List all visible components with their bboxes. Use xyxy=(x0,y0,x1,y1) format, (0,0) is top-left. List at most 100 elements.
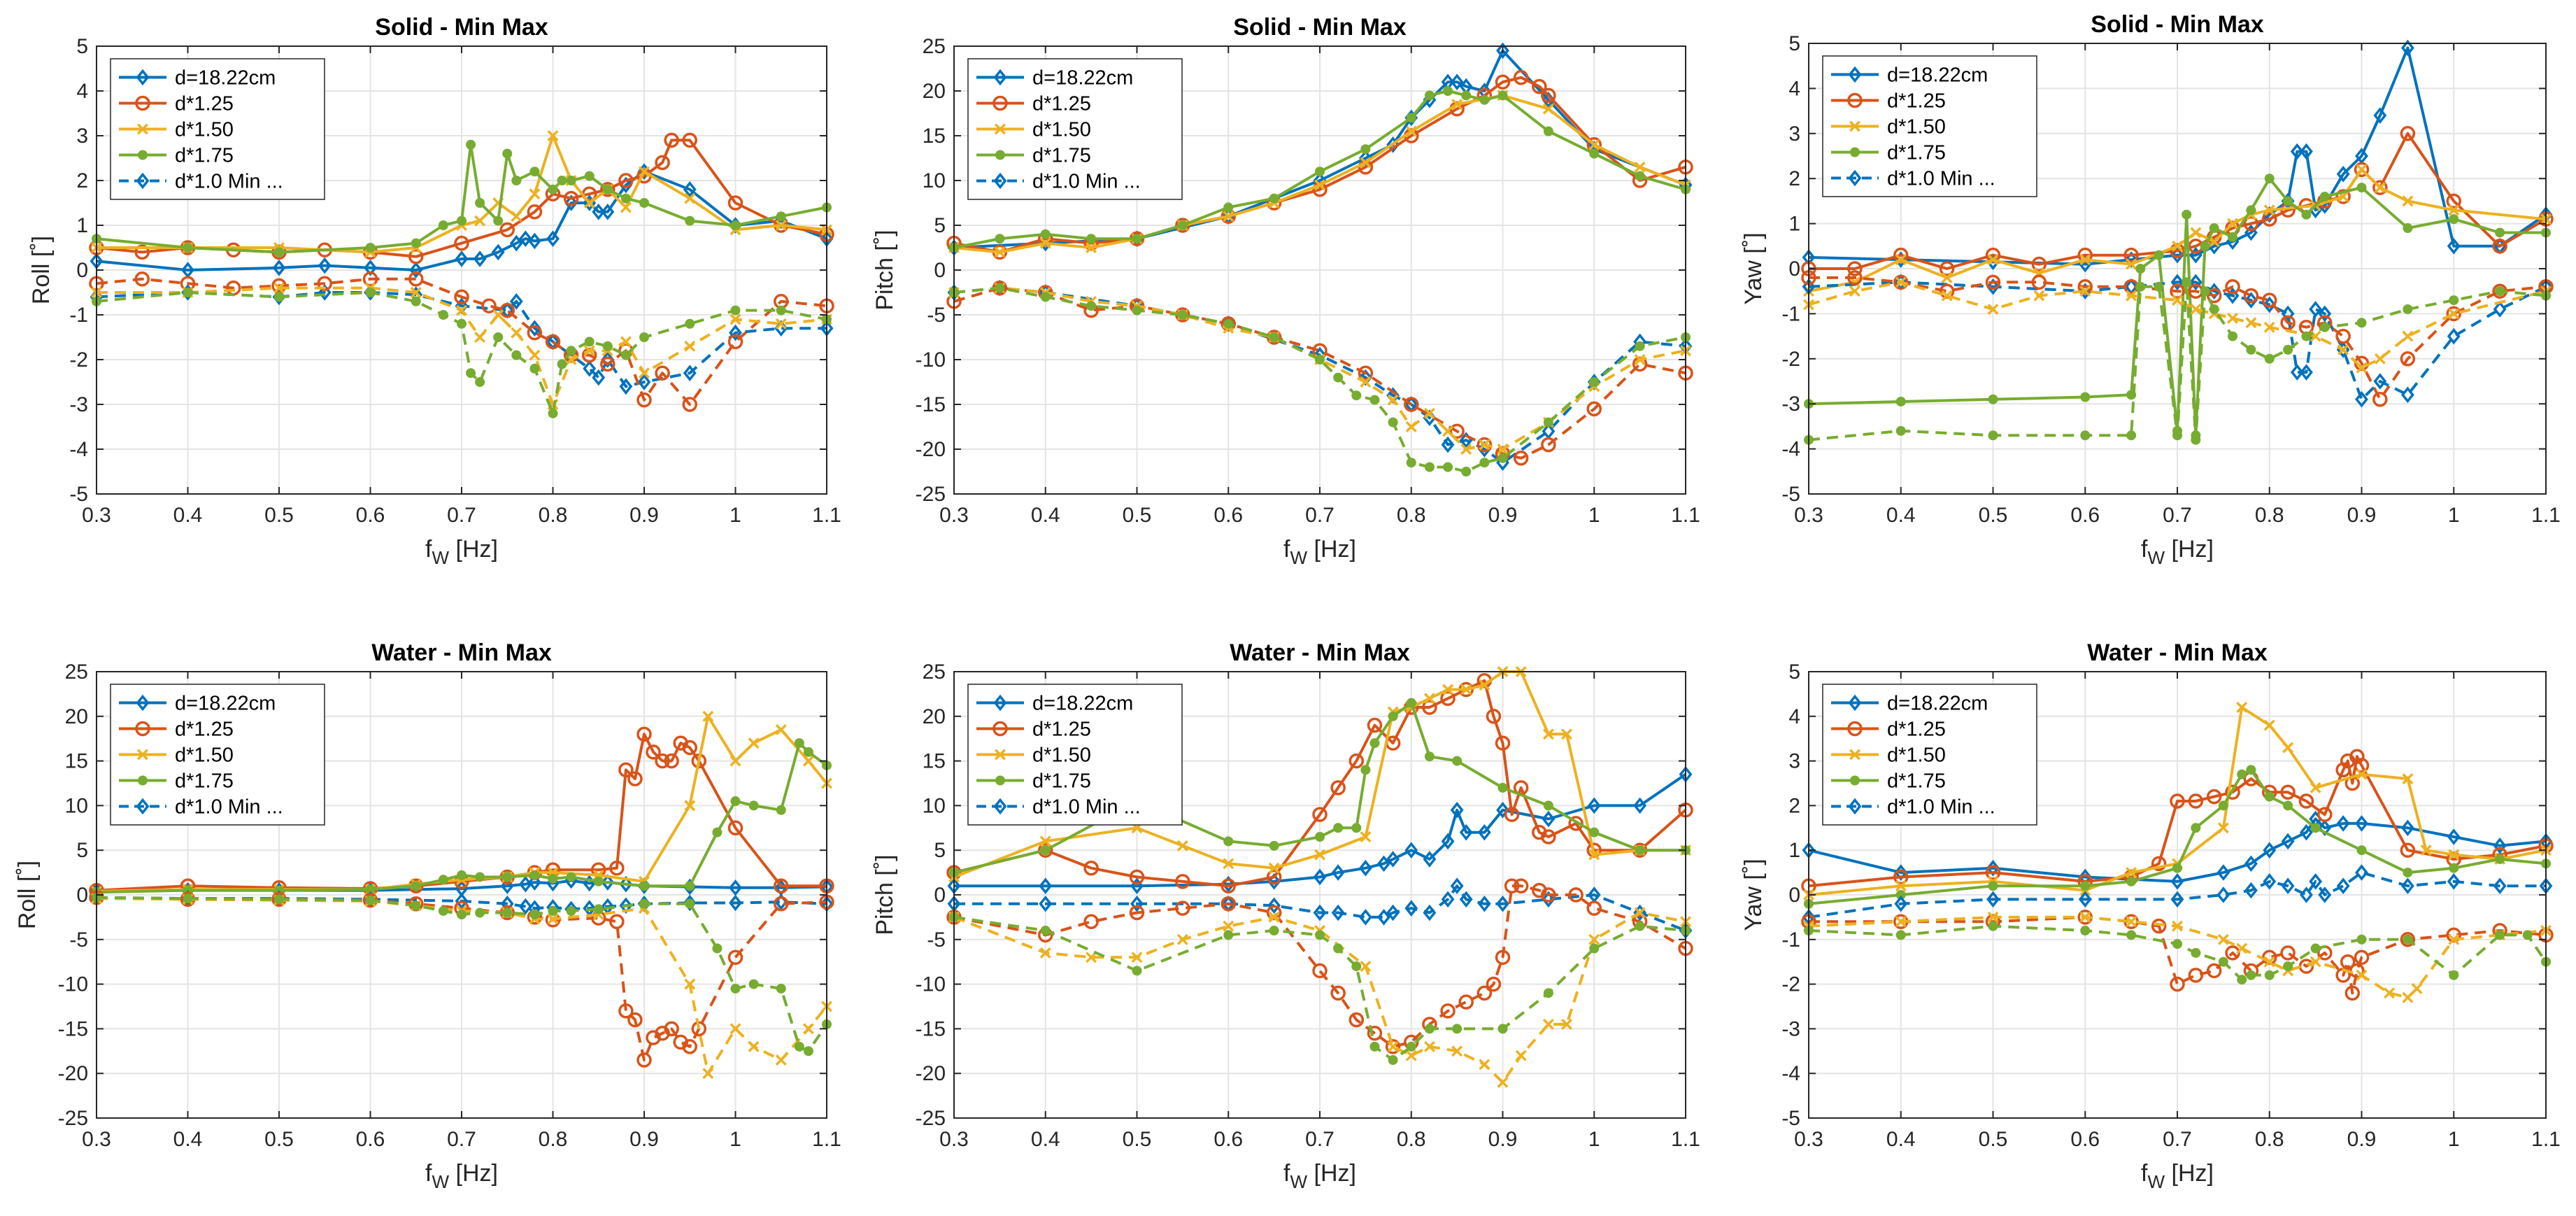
data-point xyxy=(2126,930,2137,940)
legend-marker xyxy=(993,694,1007,712)
data-point xyxy=(2244,224,2258,241)
data-point xyxy=(1176,840,1188,851)
data-point xyxy=(1541,437,1556,453)
x-tick-label: 0.3 xyxy=(1794,1128,1823,1151)
data-point xyxy=(456,304,467,316)
x-tick-label: 1 xyxy=(1588,504,1600,527)
data-point xyxy=(1038,842,1053,858)
x-tick-label: 1 xyxy=(2448,504,2460,527)
y-tick-label: 1 xyxy=(76,214,88,237)
data-point xyxy=(134,271,150,287)
data-point xyxy=(2227,312,2239,324)
series-line xyxy=(1808,281,2547,369)
data-point xyxy=(557,359,567,369)
legend-marker xyxy=(138,150,148,160)
data-point xyxy=(2290,143,2304,160)
legend-marker xyxy=(135,721,150,737)
data-point xyxy=(1450,877,1464,895)
data-point xyxy=(2356,164,2368,176)
series-line xyxy=(1808,871,2546,919)
data-point xyxy=(1895,930,1906,940)
data-point xyxy=(1423,904,1437,921)
legend-marker xyxy=(136,798,150,815)
legend-label: d*1.50 xyxy=(1032,119,1091,141)
data-point xyxy=(2033,290,2045,302)
data-point xyxy=(2189,274,2203,291)
legend-label: d*1.25 xyxy=(1887,719,1946,741)
series-line xyxy=(953,286,1686,460)
data-point xyxy=(2493,877,2507,895)
data-point xyxy=(1130,895,1144,912)
data-point xyxy=(1587,797,1601,814)
data-point xyxy=(1543,126,1553,136)
data-point xyxy=(2449,970,2459,980)
data-point xyxy=(2154,281,2164,292)
data-point xyxy=(2228,331,2238,341)
data-point xyxy=(1086,234,1097,244)
series-d-1-75-min xyxy=(1804,277,2551,445)
data-point xyxy=(2354,758,2370,773)
data-point xyxy=(2301,331,2312,341)
data-point xyxy=(1561,728,1573,740)
data-point xyxy=(566,176,576,185)
data-point xyxy=(1986,891,2000,908)
data-point xyxy=(1388,417,1398,427)
data-point xyxy=(1269,926,1279,936)
data-point xyxy=(803,747,813,757)
data-point xyxy=(1360,144,1371,155)
data-point xyxy=(2522,930,2533,940)
data-point xyxy=(1632,356,1648,372)
data-point xyxy=(1987,303,1999,315)
legend-label: d*1.0 Min ... xyxy=(175,171,283,193)
x-tick-label: 0.8 xyxy=(2255,504,2284,527)
data-point xyxy=(563,190,579,206)
data-point xyxy=(1358,859,1372,877)
data-point xyxy=(2172,939,2182,949)
data-point xyxy=(274,247,284,257)
data-point xyxy=(1039,835,1051,847)
data-point xyxy=(318,257,332,274)
data-point xyxy=(1460,444,1472,455)
data-point xyxy=(2077,279,2093,295)
series-line xyxy=(953,911,1686,1084)
data-point xyxy=(547,913,559,925)
data-point xyxy=(600,182,615,197)
x-tick-label: 0.3 xyxy=(939,1128,969,1151)
data-point xyxy=(1360,157,1372,169)
legend: d=18.22cm d*1.25 d*1.50 d*1.75 d*1.0 Min ... xyxy=(110,58,325,200)
data-point xyxy=(1404,842,1418,859)
x-tick-label: 0.3 xyxy=(82,1128,111,1151)
y-tick-label: 3 xyxy=(1788,750,1800,773)
data-point xyxy=(1460,684,1472,695)
data-point xyxy=(2191,434,2201,445)
series-line xyxy=(96,742,828,894)
data-point xyxy=(1459,891,1473,908)
data-point xyxy=(527,204,543,220)
y-tick-label: 3 xyxy=(1788,122,1800,146)
data-point xyxy=(2493,301,2507,318)
data-point xyxy=(455,250,469,267)
data-point xyxy=(1849,285,1860,297)
data-point xyxy=(1542,810,1556,828)
data-point xyxy=(2172,295,2183,306)
data-point xyxy=(2206,963,2222,979)
data-point xyxy=(1132,234,1142,244)
data-point xyxy=(474,215,486,227)
data-point xyxy=(408,271,424,287)
data-point xyxy=(1404,397,1419,412)
data-point xyxy=(2154,250,2164,260)
data-point xyxy=(1588,849,1600,861)
x-tick-label: 1 xyxy=(1588,1128,1600,1151)
data-point xyxy=(410,287,422,298)
data-point xyxy=(493,332,504,342)
series-d-1-75 xyxy=(92,738,832,898)
y-tick-label: 0 xyxy=(934,884,946,907)
data-point xyxy=(2403,304,2413,314)
data-point xyxy=(2225,279,2240,295)
data-point xyxy=(183,243,193,253)
legend-label: d*1.75 xyxy=(175,145,234,167)
data-point xyxy=(1405,1049,1417,1061)
data-point xyxy=(1893,247,1909,263)
x-tick-label: 0.7 xyxy=(447,1128,476,1151)
y-tick-label: 15 xyxy=(65,750,88,773)
